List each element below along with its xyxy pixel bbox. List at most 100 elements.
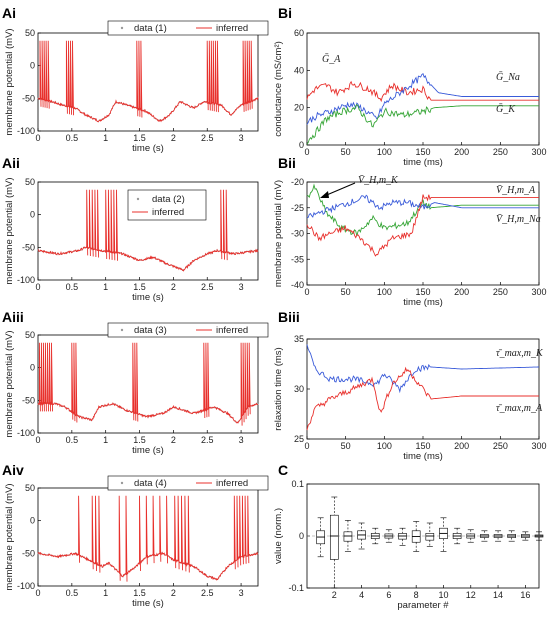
x-tick-label: 2 xyxy=(171,435,176,445)
x-tick-label: 1 xyxy=(103,435,108,445)
x-tick-label: 0.5 xyxy=(66,133,79,143)
legend-dot xyxy=(120,26,124,30)
y-tick-label: -30 xyxy=(291,229,304,239)
x-tick-label: 1 xyxy=(103,133,108,143)
box-param-12 xyxy=(466,529,476,543)
box-iqr xyxy=(425,533,435,541)
series-annotation: V̄_H,m_Na xyxy=(496,213,541,225)
x-tick-label: 1.5 xyxy=(133,435,146,445)
series-line-blue xyxy=(306,344,539,394)
y-tick-label: 50 xyxy=(25,483,35,493)
series-line-blue xyxy=(306,73,539,125)
y-tick-label: -25 xyxy=(291,203,304,213)
x-tick-label: 2.5 xyxy=(201,435,214,445)
y-tick-label: 0 xyxy=(30,61,35,71)
x-tick-label: 2.5 xyxy=(201,588,214,598)
box-param-4 xyxy=(357,522,366,550)
x-tick-label: 0 xyxy=(35,435,40,445)
x-tick-label: 1 xyxy=(103,282,108,292)
x-tick-label: 0 xyxy=(304,147,309,157)
series-line-red xyxy=(306,80,539,103)
legend-entry-inferred: inferred xyxy=(216,478,248,489)
series-annotation: τ̄_max,m_A xyxy=(496,403,543,414)
box-param-6 xyxy=(384,529,394,543)
inferred-trace xyxy=(37,40,259,123)
y-tick-label: 35 xyxy=(294,334,304,344)
x-tick-label: 6 xyxy=(386,590,391,600)
box-param-2 xyxy=(329,496,339,589)
legend-dot xyxy=(120,481,124,485)
y-tick-label: -50 xyxy=(22,93,35,103)
x-tick-label: 2.5 xyxy=(201,282,214,292)
x-tick-label: 14 xyxy=(493,590,503,600)
arrow-head xyxy=(320,191,329,198)
legend-box xyxy=(107,322,269,338)
inferred-trace xyxy=(37,342,258,426)
x-axis-label: parameter # xyxy=(397,600,449,611)
box-param-10 xyxy=(439,517,448,552)
plot-frame xyxy=(306,32,540,146)
panel-label: Bi xyxy=(278,5,292,21)
y-tick-label: 0 xyxy=(299,531,304,541)
y-tick-label: 25 xyxy=(294,434,304,444)
x-tick-label: 3 xyxy=(239,588,244,598)
panel-label: Bii xyxy=(278,155,296,171)
x-tick-label: 200 xyxy=(454,147,469,157)
box-param-15 xyxy=(507,530,517,542)
x-tick-label: 100 xyxy=(377,287,392,297)
x-axis-label: time (s) xyxy=(132,445,164,456)
series-line-red xyxy=(306,194,539,257)
x-tick-label: 1.5 xyxy=(133,133,146,143)
box-param-17 xyxy=(534,531,544,541)
box-param-3 xyxy=(343,520,353,552)
panel-label: C xyxy=(278,462,288,478)
box-param-7 xyxy=(398,527,407,546)
x-tick-label: 150 xyxy=(415,441,430,451)
x-axis-label: time (s) xyxy=(132,143,164,154)
y-axis-label: conductance (mS/cm²) xyxy=(273,41,284,137)
x-tick-label: 0.5 xyxy=(66,282,79,292)
x-tick-label: 10 xyxy=(438,590,448,600)
legend-box xyxy=(127,189,207,221)
y-tick-label: -0.1 xyxy=(288,583,304,593)
x-tick-label: 12 xyxy=(466,590,476,600)
x-tick-label: 200 xyxy=(454,441,469,451)
legend-entry-inferred: inferred xyxy=(216,23,248,34)
x-tick-label: 50 xyxy=(341,441,351,451)
y-axis-label: membrane potential (mV) xyxy=(4,28,15,135)
x-tick-label: 0 xyxy=(35,588,40,598)
x-tick-label: 300 xyxy=(531,441,546,451)
x-tick-label: 0.5 xyxy=(66,588,79,598)
y-tick-label: 20 xyxy=(294,103,304,113)
x-tick-label: 1.5 xyxy=(133,282,146,292)
inferred-trace xyxy=(37,495,259,582)
x-tick-label: 50 xyxy=(341,147,351,157)
y-tick-label: 0 xyxy=(30,363,35,373)
legend-entry-data: data (2) xyxy=(152,194,185,205)
y-tick-label: 60 xyxy=(294,28,304,38)
legend-box xyxy=(107,475,269,491)
box-param-5 xyxy=(370,527,380,545)
x-tick-label: 2 xyxy=(171,133,176,143)
x-tick-label: 250 xyxy=(493,441,508,451)
y-tick-label: 0.1 xyxy=(291,479,304,489)
x-tick-label: 250 xyxy=(493,147,508,157)
y-axis-label: membrane potential (mV) xyxy=(4,177,15,284)
panel-label: Aii xyxy=(2,155,20,171)
box-param-11 xyxy=(452,527,462,545)
y-tick-label: -20 xyxy=(291,177,304,187)
x-tick-label: 3 xyxy=(239,282,244,292)
x-tick-label: 300 xyxy=(531,287,546,297)
x-tick-label: 1.5 xyxy=(133,588,146,598)
y-axis-label: relaxation time (ms) xyxy=(273,347,284,430)
y-axis-label: value (norm.) xyxy=(273,508,284,564)
x-tick-label: 1 xyxy=(103,588,108,598)
x-tick-label: 3 xyxy=(239,435,244,445)
x-tick-label: 2.5 xyxy=(201,133,214,143)
x-tick-label: 200 xyxy=(454,287,469,297)
x-tick-label: 0 xyxy=(304,287,309,297)
x-tick-label: 50 xyxy=(341,287,351,297)
y-tick-label: -100 xyxy=(17,428,35,438)
x-tick-label: 100 xyxy=(377,147,392,157)
